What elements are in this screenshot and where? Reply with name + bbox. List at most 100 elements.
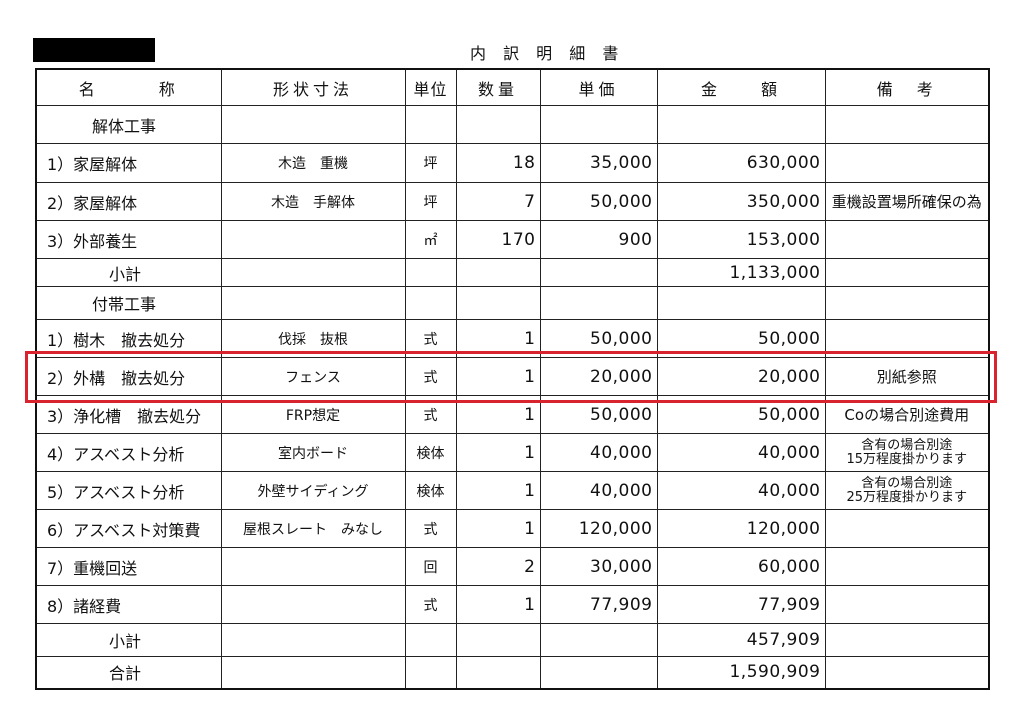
header-row: 名 称 形状寸法 単位 数量 単価 金 額 備 考 (35, 68, 990, 106)
cell-spec (220, 656, 406, 689)
cell-price (539, 286, 658, 320)
cell-qty (455, 286, 541, 320)
cell-name: 7）重機回送 (35, 547, 222, 586)
cell-note (824, 547, 990, 586)
cell-unit: 式 (404, 585, 457, 624)
cell-name: 8）諸経費 (35, 585, 222, 624)
cell-unit (404, 286, 457, 320)
breakdown-table: 名 称 形状寸法 単位 数量 単価 金 額 備 考 解体工事 1）家屋解体 木造 重… (35, 68, 990, 690)
cell-amount: 50,000 (656, 319, 826, 358)
col-amount: 金 額 (656, 68, 826, 106)
cell-spec (220, 547, 406, 586)
cell-spec (220, 220, 406, 259)
cell-note: Coの場合別途費用 (824, 395, 990, 434)
table-row: 8）諸経費式 1 77,909 77,909 (35, 585, 990, 624)
cell-note (824, 509, 990, 548)
cell-spec: 木造 手解体 (220, 182, 406, 221)
cell-amount: 1,133,000 (656, 258, 826, 287)
cell-qty: 1 (455, 433, 541, 472)
cell-amount: 120,000 (656, 509, 826, 548)
cell-price: 20,000 (539, 357, 658, 396)
cell-note (824, 585, 990, 624)
cell-unit: 式 (404, 319, 457, 358)
cell-name: 付帯工事 (35, 286, 222, 320)
cell-qty: 2 (455, 547, 541, 586)
cell-note (824, 286, 990, 320)
cell-qty: 1 (455, 509, 541, 548)
cell-unit: 式 (404, 395, 457, 434)
cell-amount: 20,000 (656, 357, 826, 396)
cell-unit: 式 (404, 357, 457, 396)
cell-spec (220, 258, 406, 287)
table-row: 3）外部養生 ㎡ 170 900 153,000 (35, 220, 990, 259)
section-row: 付帯工事 (35, 286, 990, 320)
cell-spec: 屋根スレート みなし (220, 509, 406, 548)
cell-qty: 7 (455, 182, 541, 221)
section-row: 解体工事 (35, 105, 990, 144)
cell-amount (656, 286, 826, 320)
redacted-block (33, 38, 155, 62)
cell-unit: 坪 (404, 143, 457, 183)
table-row: 1）家屋解体 木造 重機坪 18 35,000 630,000 (35, 143, 990, 183)
cell-amount (656, 105, 826, 144)
cell-unit (404, 656, 457, 689)
cell-price: 35,000 (539, 143, 658, 183)
cell-unit: 検体 (404, 433, 457, 472)
cell-price: 50,000 (539, 319, 658, 358)
table-row: 7）重機回送 回 2 30,000 60,000 (35, 547, 990, 586)
cell-name: 2）家屋解体 (35, 182, 222, 221)
cell-note: 含有の場合別途 15万程度掛かります (824, 433, 990, 472)
subtotal-row: 合計 1,590,909 (35, 656, 990, 689)
col-spec: 形状寸法 (220, 68, 406, 106)
cell-price: 120,000 (539, 509, 658, 548)
cell-amount: 457,909 (656, 623, 826, 657)
cell-amount: 40,000 (656, 433, 826, 472)
cell-price (539, 105, 658, 144)
cell-amount: 40,000 (656, 471, 826, 510)
cell-unit: ㎡ (404, 220, 457, 259)
cell-price: 40,000 (539, 471, 658, 510)
cell-unit: 坪 (404, 182, 457, 221)
cell-name: 3）浄化槽 撤去処分 (35, 395, 222, 434)
table-row: 4）アスベスト分析 室内ボード 検体 1 40,000 40,000 含有の場合別途 15万… (35, 433, 990, 472)
cell-amount: 50,000 (656, 395, 826, 434)
cell-spec: フェンス (220, 357, 406, 396)
cell-price (539, 623, 658, 657)
cell-price: 50,000 (539, 182, 658, 221)
cell-name: 1）家屋解体 (35, 143, 222, 183)
table-row: 3）浄化槽 撤去処分 FRP想定式 1 50,000 50,000 Coの場合別途費用 (35, 395, 990, 434)
cell-note: 重機設置場所確保の為 (824, 182, 990, 221)
table-row: 1）樹木 撤去処分 伐採 抜根式 1 50,000 50,000 (35, 319, 990, 358)
cell-qty: 1 (455, 395, 541, 434)
cell-qty: 170 (455, 220, 541, 259)
cell-spec: 伐採 抜根 (220, 319, 406, 358)
cell-spec: FRP想定 (220, 395, 406, 434)
cell-price (539, 656, 658, 689)
cell-note (824, 319, 990, 358)
cell-qty (455, 258, 541, 287)
table-row: 5）アスベスト分析 外壁サイディング 検体 1 40,000 40,000 含有の場合別途 … (35, 471, 990, 510)
subtotal-row: 小計 457,909 (35, 623, 990, 657)
cell-name: 5）アスベスト分析 (35, 471, 222, 510)
cell-note (824, 105, 990, 144)
cell-note (824, 623, 990, 657)
col-name: 名 称 (35, 68, 222, 106)
cell-name: 4）アスベスト分析 (35, 433, 222, 472)
cell-qty (455, 623, 541, 657)
cell-amount: 630,000 (656, 143, 826, 183)
cell-spec (220, 623, 406, 657)
table-row: 2）外構 撤去処分 フェンス式 1 20,000 20,000 別紙参照 (35, 357, 990, 396)
cell-name: 小計 (35, 258, 222, 287)
col-qty: 数量 (455, 68, 541, 106)
cell-qty: 1 (455, 471, 541, 510)
cell-price: 77,909 (539, 585, 658, 624)
cell-name: 6）アスベスト対策費 (35, 509, 222, 548)
cell-spec (220, 105, 406, 144)
cell-amount: 60,000 (656, 547, 826, 586)
cell-amount: 350,000 (656, 182, 826, 221)
subtotal-row: 小計 1,133,000 (35, 258, 990, 287)
cell-note (824, 258, 990, 287)
cell-name: 3）外部養生 (35, 220, 222, 259)
cell-qty: 1 (455, 319, 541, 358)
cell-unit (404, 623, 457, 657)
